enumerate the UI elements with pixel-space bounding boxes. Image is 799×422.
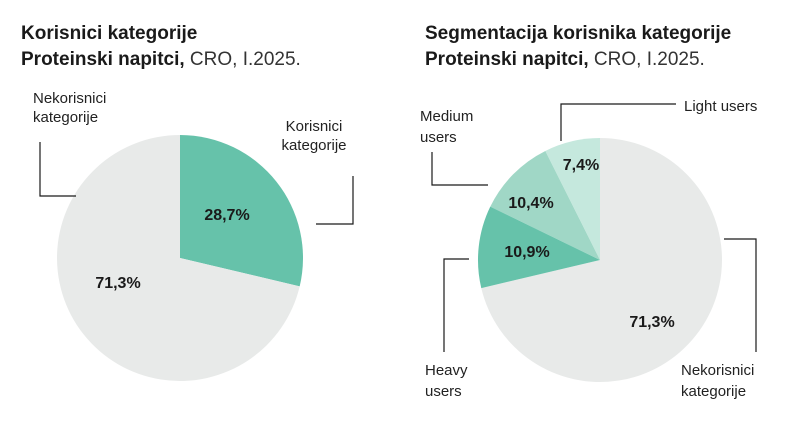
left-title-line2-rest: CRO, I.2025. (184, 49, 301, 70)
slice-1 (490, 150, 600, 260)
left-chart-title: Korisnici kategorije Proteinski napitci,… (21, 21, 301, 73)
slice-0 (545, 138, 600, 260)
slice-1 (56, 135, 300, 382)
callout-line-0-1 (39, 142, 76, 197)
value-label-3: 71,3% (629, 314, 674, 331)
category-label-1-2-1: users (425, 383, 462, 400)
value-label-0: 7,4% (563, 157, 599, 174)
left-title-line1: Korisnici kategorije (21, 23, 198, 44)
category-label-1-1-0: Medium (420, 108, 473, 125)
right-title-line2-rest: CRO, I.2025. (588, 49, 705, 70)
value-label-1: 10,4% (508, 195, 553, 212)
category-label-1-3-1: kategorije (681, 383, 746, 400)
value-label-1: 71,3% (95, 275, 140, 292)
right-title-line2-bold: Proteinski napitci, (425, 49, 589, 70)
category-label-1-0-0: Light users (684, 98, 757, 115)
slice-2 (477, 206, 600, 289)
category-label-1-3-0: Nekorisnici (681, 362, 754, 379)
left-pie: 28,7% 71,3% (56, 135, 303, 382)
value-label-2: 10,9% (504, 244, 549, 261)
slice-0 (180, 135, 303, 287)
left-title-line2-bold: Proteinski napitci, (21, 49, 185, 70)
category-label-0-1-0: Nekorisnici (33, 90, 106, 107)
callout-line-1-1 (431, 152, 488, 186)
right-title-line1: Segmentacija korisnika kategorije (425, 23, 732, 44)
callout-line-1-0 (560, 103, 676, 141)
right-chart-title: Segmentacija korisnika kategorije Protei… (425, 21, 731, 73)
category-label-0-0-0: Korisnici (286, 118, 343, 135)
category-label-1-2-0: Heavy (425, 362, 468, 379)
category-label-1-1-1: users (420, 129, 457, 146)
callout-line-1-3 (724, 238, 757, 352)
callout-line-0-0 (316, 176, 354, 225)
right-pie: 7,4% 10,4% 10,9% 71,3% (477, 138, 722, 382)
value-label-0: 28,7% (204, 207, 249, 224)
category-label-0-1-1: kategorije (33, 109, 98, 126)
slice-3 (481, 138, 722, 382)
callouts: Korisnici kategorije Nekorisnici kategorije… (33, 90, 757, 400)
callout-line-1-2 (443, 258, 469, 352)
category-label-0-0-1: kategorije (281, 137, 346, 154)
